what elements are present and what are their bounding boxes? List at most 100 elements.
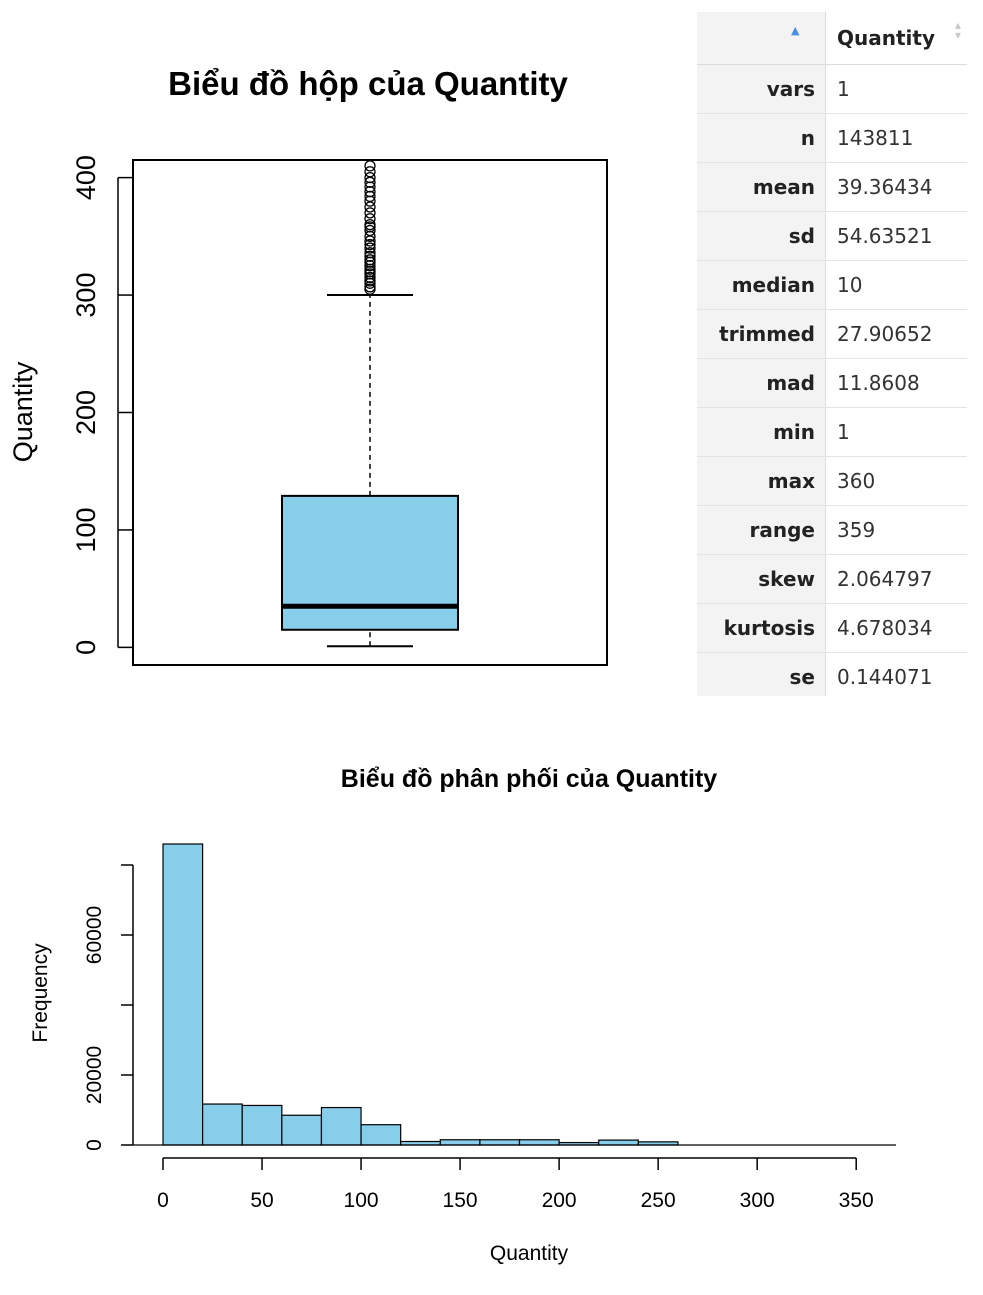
stats-row: kurtosis 4.678034 <box>697 603 967 653</box>
y-tick-label: 0 <box>83 1139 106 1151</box>
y-tick-label: 200 <box>71 390 101 435</box>
histogram-bar <box>202 1103 243 1146</box>
outlier-point <box>364 254 376 266</box>
x-tick-label: 0 <box>157 1189 169 1212</box>
boxplot-body <box>281 294 459 648</box>
outlier-point <box>364 224 376 237</box>
stats-row-value: 10 <box>825 260 967 310</box>
y-tick-label: 0 <box>71 640 101 655</box>
stats-row-label: skew <box>697 554 826 604</box>
histogram-bar <box>281 1114 323 1146</box>
y-tick-label: 20000 <box>83 1046 106 1104</box>
histogram-xlabel: Quantity <box>490 1242 569 1265</box>
histogram-y-axis: 0 20000 60000 <box>83 864 134 1151</box>
stats-row-value: 27.90652 <box>825 309 967 359</box>
boxplot-outliers <box>364 160 376 295</box>
histogram-bar <box>162 843 204 1146</box>
x-tick-label: 100 <box>344 1189 379 1212</box>
y-tick-label: 60000 <box>83 906 106 964</box>
stats-row-value: 39.36434 <box>825 162 967 212</box>
histogram-x-axis: 0 50 100 150 200 250 300 350 <box>157 1157 874 1212</box>
histogram-bars <box>133 843 896 1146</box>
histogram-bar <box>241 1104 283 1146</box>
outlier-point <box>364 238 376 251</box>
boxplot-chart: Biểu đồ hộp của Quantity Quantity 0 100 20… <box>8 65 608 666</box>
iqr-box <box>281 494 459 631</box>
stats-row: n 143811 <box>697 113 967 163</box>
stats-row-label: min <box>697 407 826 457</box>
outlier-point <box>364 218 376 231</box>
outlier-point <box>364 166 376 178</box>
stats-row-value: 1 <box>825 64 967 114</box>
boxplot-y-axis: 0 100 200 300 400 <box>71 155 133 655</box>
stats-row: range 359 <box>697 505 967 555</box>
x-tick-label: 350 <box>839 1189 874 1212</box>
stats-row: mean 39.36434 <box>697 162 967 212</box>
x-tick-label: 150 <box>443 1189 478 1212</box>
outlier-point <box>364 207 376 219</box>
stats-row-label: vars <box>697 64 826 114</box>
histogram-chart: Biểu đồ phân phối của Quantity Frequency… <box>29 765 896 1265</box>
stats-row-value: 359 <box>825 505 967 555</box>
stats-row-label: se <box>697 652 826 696</box>
stats-row-value: 54.63521 <box>825 211 967 261</box>
outlier-point <box>364 160 376 172</box>
stats-row: trimmed 27.90652 <box>697 309 967 359</box>
stats-row-value: 143811 <box>825 113 967 163</box>
y-tick-label: 300 <box>71 273 101 318</box>
histogram-bar <box>320 1106 362 1146</box>
histogram-bar <box>439 1139 481 1146</box>
y-tick-label: 400 <box>71 155 101 200</box>
stats-row-label: kurtosis <box>697 603 826 653</box>
sort-both-icon[interactable]: ▴ ▾ <box>955 18 962 42</box>
stats-row-value: 11.8608 <box>825 358 967 408</box>
outlier-point <box>364 201 376 213</box>
stats-row: median 10 <box>697 260 967 310</box>
stats-row-value: 1 <box>825 407 967 457</box>
stats-row: skew 2.064797 <box>697 554 967 604</box>
stats-row-value: 4.678034 <box>825 603 967 653</box>
histogram-bar <box>598 1139 639 1146</box>
stats-row-label: mad <box>697 358 826 408</box>
stats-row: max 360 <box>697 456 967 506</box>
outlier-point <box>364 265 376 278</box>
stats-row-label: median <box>697 260 826 310</box>
outlier-point <box>364 213 376 225</box>
outlier-point <box>364 250 376 262</box>
y-tick-label: 100 <box>71 507 101 552</box>
stats-row: sd 54.63521 <box>697 211 967 261</box>
stats-row: vars 1 <box>697 64 967 114</box>
stats-row: se 0.144071 <box>697 652 967 696</box>
outlier-point <box>364 247 376 259</box>
outlier-point <box>364 171 376 184</box>
stats-header-row: Quantity <box>697 12 967 65</box>
outlier-point <box>364 242 376 254</box>
histogram-bar <box>360 1124 402 1146</box>
stats-table-panel: ▲ ▴ ▾ Quantity vars 1 n 143811 mean 39.36434 sd… <box>697 12 967 696</box>
x-tick-label: 50 <box>250 1189 273 1212</box>
histogram-bar <box>518 1139 560 1146</box>
stats-row-label: trimmed <box>697 309 826 359</box>
boxplot-ylabel: Quantity <box>8 361 38 462</box>
stats-row: mad 11.8608 <box>697 358 967 408</box>
histogram-title: Biểu đồ phân phối của Quantity <box>341 765 717 793</box>
histogram-ylabel: Frequency <box>29 943 52 1043</box>
stats-row-label: mean <box>697 162 826 212</box>
stats-row-value: 2.064797 <box>825 554 967 604</box>
stats-row-label: n <box>697 113 826 163</box>
x-tick-label: 300 <box>740 1189 775 1212</box>
stats-row-label: range <box>697 505 826 555</box>
stats-row-label: max <box>697 456 826 506</box>
stats-row-value: 360 <box>825 456 967 506</box>
boxplot-title: Biểu đồ hộp của Quantity <box>168 65 568 102</box>
stats-row: min 1 <box>697 407 967 457</box>
stats-table: Quantity vars 1 n 143811 mean 39.36434 sd 54.63… <box>697 12 967 696</box>
sort-ascending-icon[interactable]: ▲ <box>791 24 800 37</box>
stats-row-label: sd <box>697 211 826 261</box>
x-tick-label: 200 <box>542 1189 577 1212</box>
rowname-header[interactable] <box>697 12 826 65</box>
stats-row-value: 0.144071 <box>825 652 967 696</box>
outlier-point <box>364 271 376 284</box>
quantity-column-header[interactable]: Quantity <box>825 12 967 65</box>
x-tick-label: 250 <box>641 1189 676 1212</box>
